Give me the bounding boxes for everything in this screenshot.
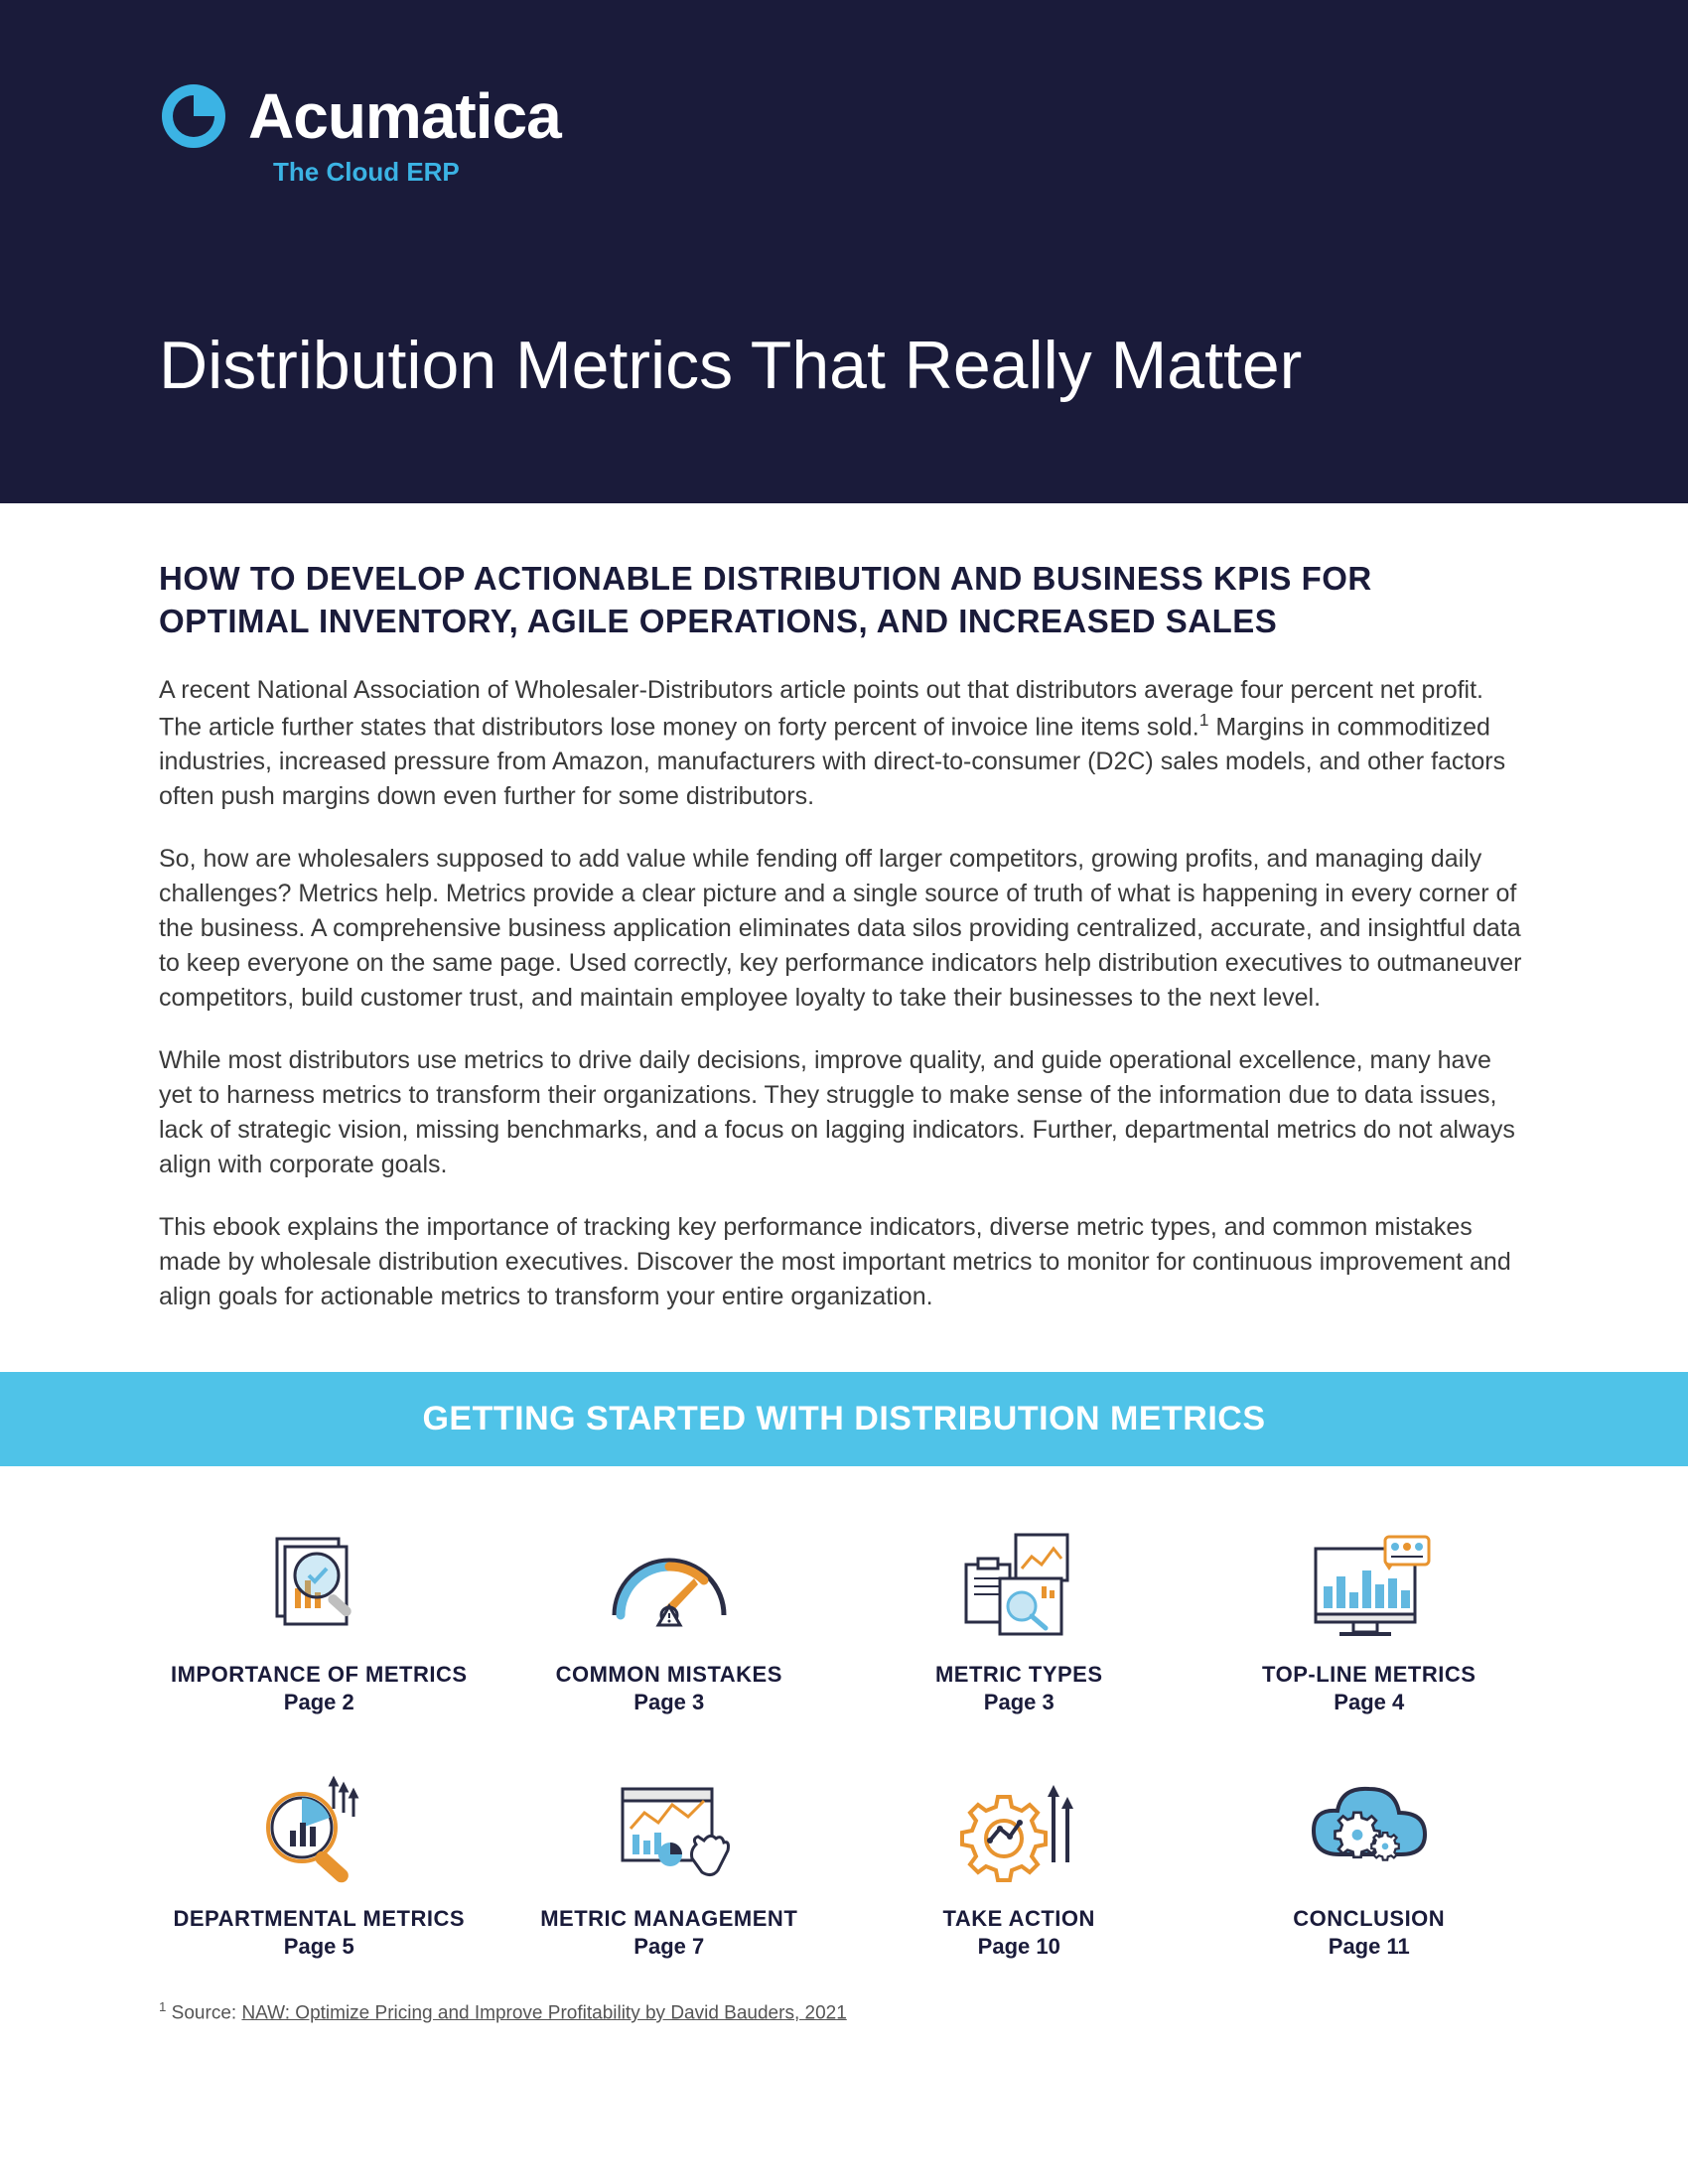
toc-title: TAKE ACTION [859, 1906, 1180, 1932]
toc-title: COMMON MISTAKES [509, 1662, 830, 1688]
toc-card-importance[interactable]: IMPORTANCE OF METRICS Page 2 [159, 1521, 480, 1715]
toc-page: Page 4 [1209, 1690, 1530, 1715]
toc-page: Page 10 [859, 1934, 1180, 1960]
magnify-docs-icon [159, 1521, 480, 1650]
toc-card-management[interactable]: METRIC MANAGEMENT Page 7 [509, 1765, 830, 1960]
toc-page: Page 3 [509, 1690, 830, 1715]
dashboard-icon [1209, 1521, 1530, 1650]
toc-grid: IMPORTANCE OF METRICS Page 2 COMMON MIST… [0, 1466, 1688, 1999]
paragraph-3: While most distributors use metrics to d… [159, 1043, 1529, 1182]
toc-title: TOP-LINE METRICS [1209, 1662, 1530, 1688]
chart-hand-icon [509, 1765, 830, 1894]
subheading: HOW TO DEVELOP ACTIONABLE DISTRIBUTION A… [159, 558, 1529, 643]
toc-card-action[interactable]: TAKE ACTION Page 10 [859, 1765, 1180, 1960]
toc-card-conclusion[interactable]: CONCLUSION Page 11 [1209, 1765, 1530, 1960]
toc-title: IMPORTANCE OF METRICS [159, 1662, 480, 1688]
brand-tagline: The Cloud ERP [273, 157, 1529, 188]
cloud-gear-icon [1209, 1765, 1530, 1894]
toc-page: Page 7 [509, 1934, 830, 1960]
toc-page: Page 5 [159, 1934, 480, 1960]
brand-name: Acumatica [248, 79, 561, 153]
page-title: Distribution Metrics That Really Matter [159, 327, 1529, 404]
toc-page: Page 11 [1209, 1934, 1530, 1960]
toc-card-topline[interactable]: TOP-LINE METRICS Page 4 [1209, 1521, 1530, 1715]
logo-row: Acumatica [159, 79, 1529, 153]
footnote-link[interactable]: NAW: Optimize Pricing and Improve Profit… [241, 2002, 846, 2023]
section-banner: GETTING STARTED WITH DISTRIBUTION METRIC… [0, 1372, 1688, 1466]
footnote-prefix: Source: [166, 2002, 241, 2023]
content-section: HOW TO DEVELOP ACTIONABLE DISTRIBUTION A… [0, 503, 1688, 1372]
hero-section: Acumatica The Cloud ERP Distribution Met… [0, 0, 1688, 503]
paragraph-2: So, how are wholesalers supposed to add … [159, 842, 1529, 1016]
toc-card-departmental[interactable]: DEPARTMENTAL METRICS Page 5 [159, 1765, 480, 1960]
toc-page: Page 3 [859, 1690, 1180, 1715]
paragraph-1: A recent National Association of Wholesa… [159, 673, 1529, 814]
toc-card-types[interactable]: METRIC TYPES Page 3 [859, 1521, 1180, 1715]
reports-icon [859, 1521, 1180, 1650]
toc-page: Page 2 [159, 1690, 480, 1715]
paragraph-4: This ebook explains the importance of tr… [159, 1210, 1529, 1314]
gauge-icon [509, 1521, 830, 1650]
toc-title: CONCLUSION [1209, 1906, 1530, 1932]
toc-title: METRIC MANAGEMENT [509, 1906, 830, 1932]
toc-title: METRIC TYPES [859, 1662, 1180, 1688]
analytics-icon [159, 1765, 480, 1894]
toc-title: DEPARTMENTAL METRICS [159, 1906, 480, 1932]
logo-icon [159, 81, 228, 151]
footnote-ref: 1 [1199, 710, 1209, 730]
toc-card-mistakes[interactable]: COMMON MISTAKES Page 3 [509, 1521, 830, 1715]
gear-arrows-icon [859, 1765, 1180, 1894]
footnote: 1 Source: NAW: Optimize Pricing and Impr… [0, 1999, 1688, 2074]
